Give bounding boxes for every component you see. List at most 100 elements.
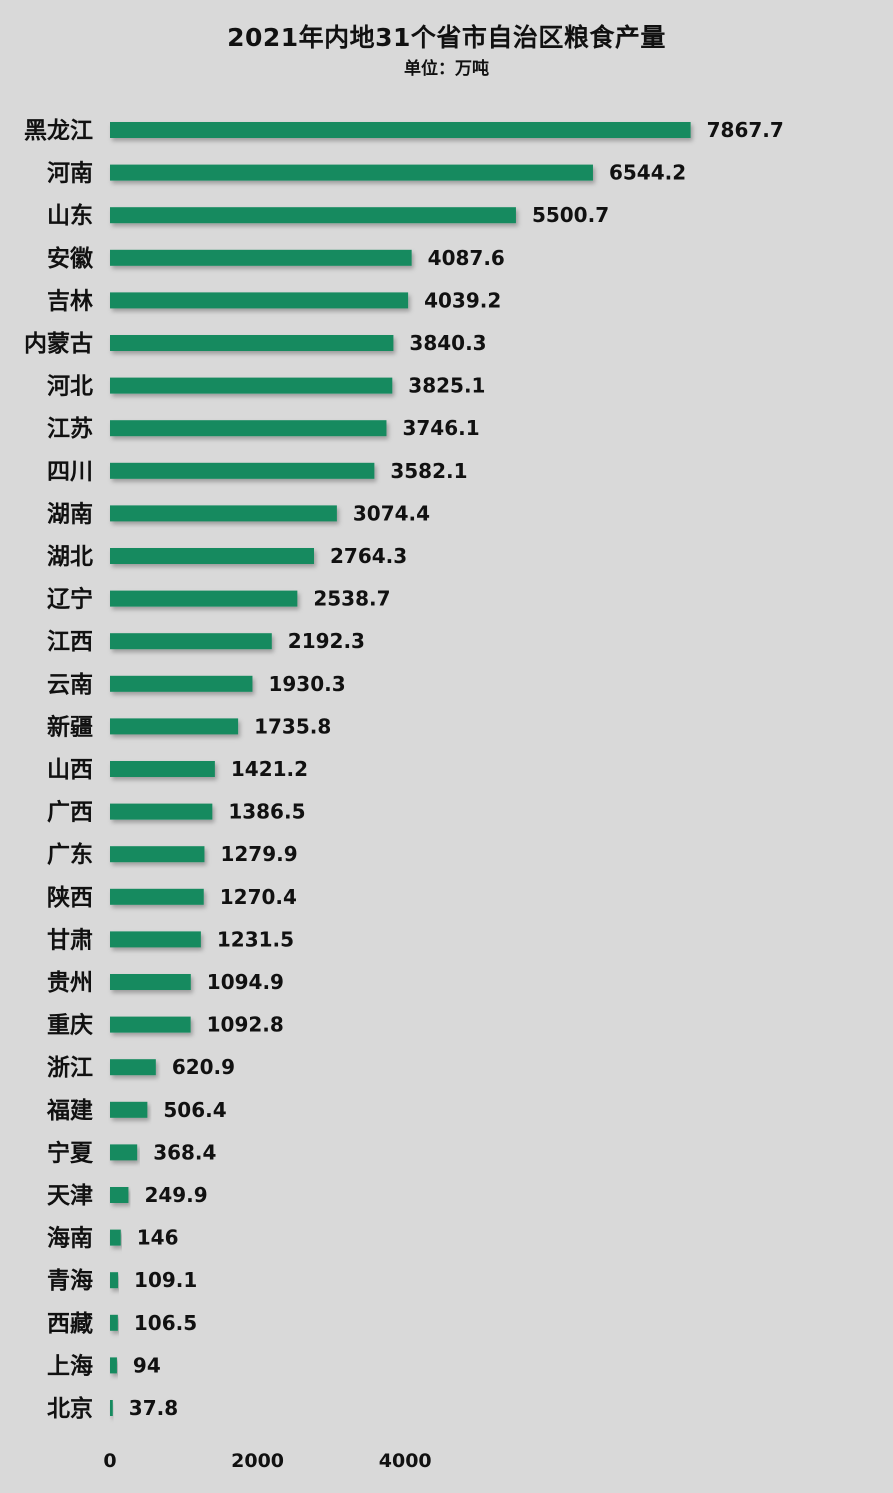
category-label-13: 云南 [47, 672, 93, 698]
value-label-11: 2538.7 [313, 587, 390, 611]
value-label-9: 3074.4 [353, 501, 430, 525]
bar-12 [110, 633, 272, 650]
category-label-2: 山东 [47, 202, 93, 229]
category-label-15: 山西 [47, 757, 93, 783]
chart-title: 2021年内地31个省市自治区粮食产量 [227, 23, 666, 52]
bar-4 [110, 292, 409, 309]
value-label-28: 106.5 [134, 1311, 197, 1335]
value-label-19: 1231.5 [217, 927, 294, 951]
category-label-0: 黑龙江 [24, 118, 93, 144]
category-label-28: 西藏 [47, 1311, 93, 1337]
value-label-25: 249.9 [144, 1183, 207, 1207]
value-label-10: 2764.3 [330, 544, 407, 568]
bar-5 [110, 335, 394, 351]
category-label-17: 广东 [47, 841, 93, 868]
category-label-1: 河南 [47, 161, 93, 187]
category-label-21: 重庆 [47, 1012, 93, 1039]
bar-10 [110, 548, 315, 564]
bar-13 [110, 675, 253, 692]
bar-28 [110, 1314, 118, 1331]
value-label-30: 37.8 [129, 1396, 178, 1420]
bar-23 [110, 1101, 148, 1118]
category-label-16: 广西 [47, 799, 93, 826]
bar-8 [110, 462, 375, 479]
value-label-18: 1270.4 [220, 885, 297, 909]
bar-14 [110, 718, 239, 735]
x-tick-label-0: 0 [103, 1450, 116, 1472]
bar-30 [110, 1400, 113, 1416]
bar-6 [110, 377, 393, 394]
value-label-27: 109.1 [134, 1268, 197, 1292]
value-label-12: 2192.3 [288, 629, 365, 653]
category-label-4: 吉林 [47, 287, 93, 314]
category-label-3: 安徽 [47, 245, 94, 272]
bar-24 [110, 1144, 138, 1161]
category-label-26: 海南 [47, 1225, 93, 1252]
value-label-0: 7867.7 [707, 118, 784, 142]
bar-20 [110, 974, 191, 990]
value-label-29: 94 [133, 1353, 161, 1377]
bar-2 [110, 207, 516, 224]
category-label-8: 四川 [47, 459, 93, 485]
category-label-14: 新疆 [47, 713, 93, 740]
category-label-25: 天津 [47, 1182, 93, 1209]
bar-1 [110, 164, 593, 181]
category-label-29: 上海 [47, 1352, 93, 1379]
category-label-30: 北京 [47, 1395, 93, 1422]
bar-0 [110, 122, 691, 138]
category-label-20: 贵州 [47, 970, 93, 996]
value-label-1: 6544.2 [609, 161, 686, 185]
category-label-27: 青海 [47, 1267, 93, 1294]
category-label-22: 浙江 [47, 1055, 93, 1081]
bar-25 [110, 1187, 129, 1203]
value-label-14: 1735.8 [254, 714, 331, 738]
bar-11 [110, 590, 298, 607]
bar-7 [110, 420, 387, 437]
category-label-23: 福建 [46, 1098, 93, 1124]
bars-group [110, 122, 691, 1416]
bar-29 [110, 1357, 117, 1374]
x-tick-label-2: 4000 [379, 1450, 432, 1472]
chart-subtitle: 单位：万吨 [404, 59, 489, 79]
x-tick-label-1: 2000 [231, 1450, 284, 1472]
category-label-5: 内蒙古 [24, 331, 93, 357]
value-label-3: 4087.6 [428, 246, 505, 270]
category-label-19: 甘肃 [47, 927, 93, 953]
value-label-24: 368.4 [153, 1140, 216, 1164]
value-label-8: 3582.1 [390, 459, 467, 483]
category-label-10: 湖北 [47, 544, 93, 570]
value-label-15: 1421.2 [231, 757, 308, 781]
value-label-4: 4039.2 [424, 288, 501, 312]
category-labels: 黑龙江河南山东安徽吉林内蒙古河北江苏四川湖南湖北辽宁江西云南新疆山西广西广东陕西… [24, 118, 94, 1422]
category-label-9: 湖南 [47, 501, 93, 527]
bar-26 [110, 1229, 121, 1246]
value-label-20: 1094.9 [207, 970, 284, 994]
category-label-12: 江西 [47, 629, 93, 655]
value-label-7: 3746.1 [402, 416, 479, 440]
value-label-23: 506.4 [163, 1098, 226, 1122]
bar-17 [110, 846, 205, 863]
bar-15 [110, 761, 215, 777]
value-label-22: 620.9 [172, 1055, 235, 1079]
value-label-5: 3840.3 [409, 331, 486, 355]
value-label-6: 3825.1 [408, 374, 485, 398]
bar-19 [110, 931, 201, 948]
x-axis-ticks: 0 2000 4000 [103, 1450, 431, 1472]
category-label-6: 河北 [47, 374, 93, 400]
value-label-21: 1092.8 [207, 1013, 284, 1037]
category-label-24: 宁夏 [47, 1139, 94, 1166]
value-label-16: 1386.5 [228, 800, 305, 824]
bar-18 [110, 888, 204, 905]
bar-3 [110, 249, 412, 266]
bar-21 [110, 1016, 191, 1033]
value-label-2: 5500.7 [532, 203, 609, 227]
category-label-7: 江苏 [47, 416, 93, 442]
value-label-26: 146 [137, 1226, 179, 1250]
bar-16 [110, 803, 213, 820]
bar-22 [110, 1059, 156, 1076]
value-label-13: 1930.3 [268, 672, 345, 696]
value-label-17: 1279.9 [220, 842, 297, 866]
bar-27 [110, 1272, 119, 1289]
